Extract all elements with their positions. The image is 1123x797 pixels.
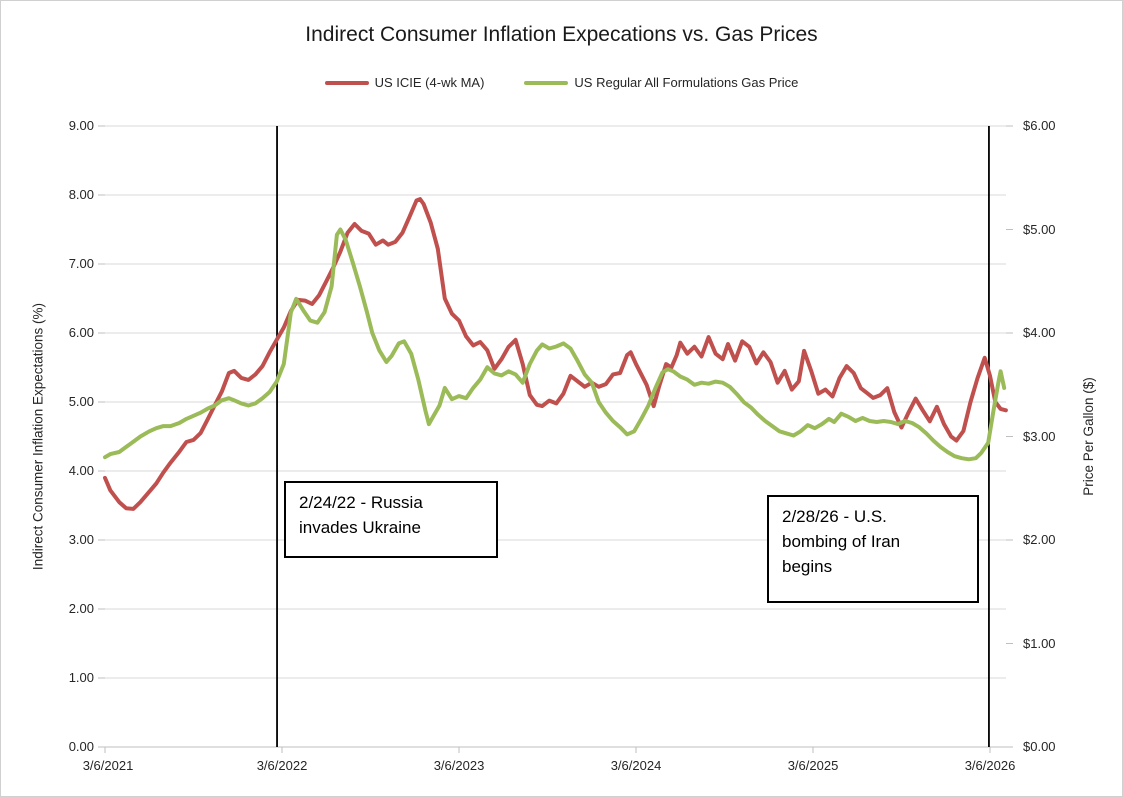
annotation-russia-line1: 2/24/22 - Russia [299,493,423,512]
legend-item-icie: US ICIE (4-wk MA) [324,75,485,90]
annotation-box-russia: 2/24/22 - Russia invades Ukraine [284,481,498,558]
x-tick-2023: 3/6/2023 [433,758,485,773]
annotation-iran-line1: 2/28/26 - U.S. [782,507,887,526]
gas-line-swatch-icon [524,80,569,85]
x-tick-2024: 3/6/2024 [610,758,662,773]
x-tick-2021: 3/6/2021 [82,758,134,773]
left-tick-7: 7.00 [68,256,94,271]
right-tick-5: $5.00 [1023,221,1056,237]
legend-label-icie: US ICIE (4-wk MA) [374,75,485,90]
left-tick-9: 9.00 [68,118,94,133]
left-axis-title: Indirect Consumer Inflation Expectations… [30,302,46,571]
left-tick-5: 5.00 [68,394,94,409]
left-tick-2: 2.00 [68,601,94,616]
right-tick-2: $2.00 [1023,532,1056,547]
left-tick-1: 1.00 [68,670,94,685]
x-tick-2026: 3/6/2026 [964,758,1016,773]
chart-title: Indirect Consumer Inflation Expecations … [305,23,818,46]
icie-line-swatch-icon [324,80,369,85]
annotation-iran-line3: begins [782,556,833,576]
left-tick-3: 3.00 [68,532,94,547]
right-tick-1: $1.00 [1023,635,1056,651]
annotation-iran-line2: bombing of Iran [782,531,901,551]
x-tick-2022: 3/6/2022 [256,758,308,773]
right-tick-3: $3.00 [1023,428,1056,444]
right-tick-0: $0.00 [1023,739,1056,754]
annotation-russia-line2: invades Ukraine [299,517,421,537]
left-tick-0: 0.00 [68,739,94,754]
right-axis-title: Price Per Gallon ($) [1081,377,1096,496]
legend-label-gas: US Regular All Formulations Gas Price [574,75,799,90]
right-tick-6: $6.00 [1023,118,1056,133]
right-tick-4: $4.00 [1023,325,1056,340]
legend-item-gas: US Regular All Formulations Gas Price [524,75,798,90]
left-tick-8: 8.00 [68,187,94,202]
left-tick-4: 4.00 [68,463,94,478]
annotation-box-iran: 2/28/26 - U.S. bombing of Iran begins [767,495,979,603]
x-tick-2025: 3/6/2025 [787,758,839,773]
left-tick-6: 6.00 [68,325,94,340]
legend: US ICIE (4-wk MA) US Regular All Formula… [1,75,1122,90]
